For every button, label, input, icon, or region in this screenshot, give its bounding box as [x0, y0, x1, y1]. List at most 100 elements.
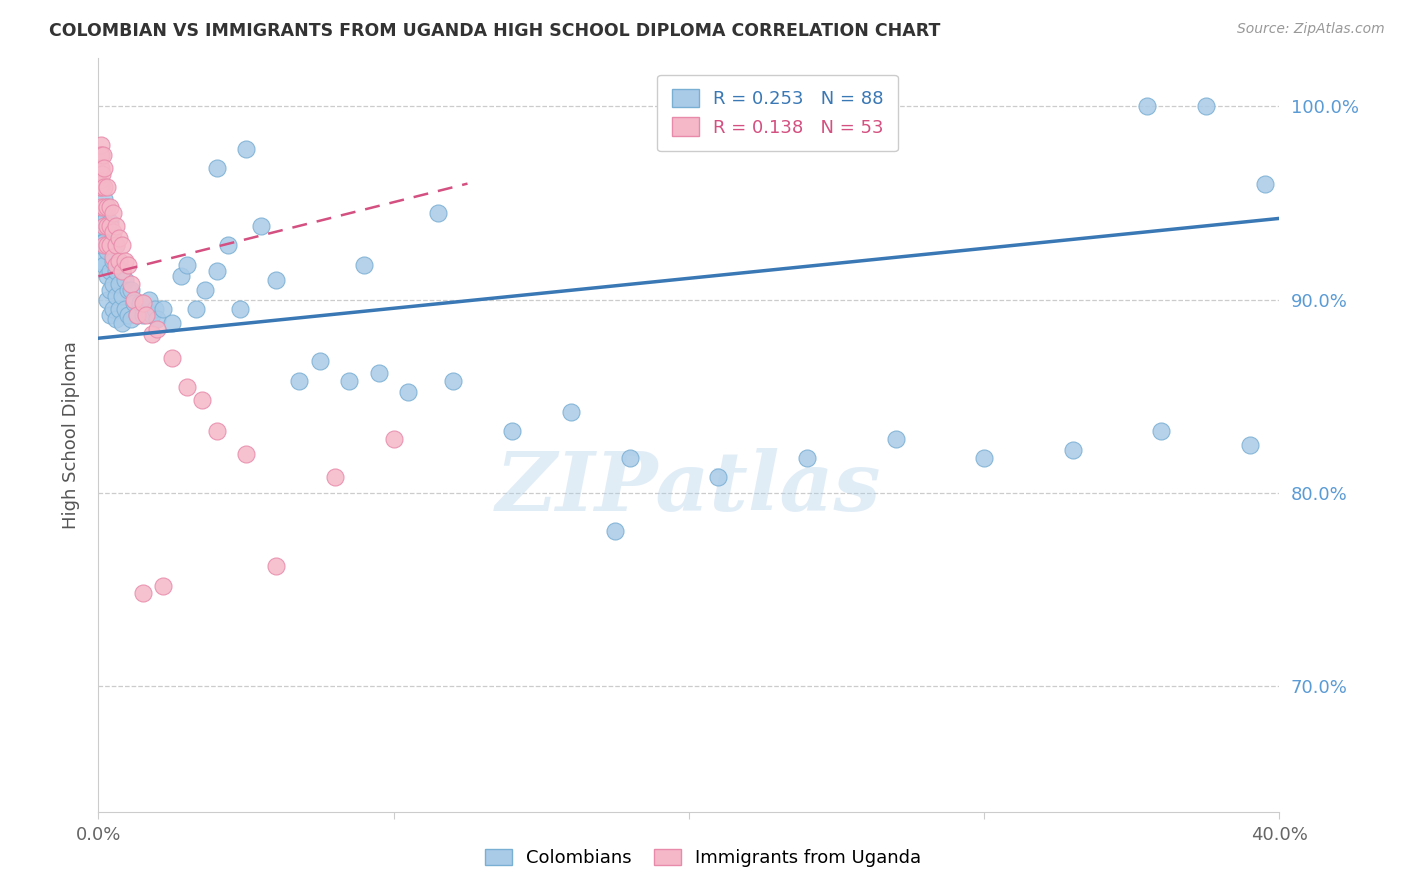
Legend: Colombians, Immigrants from Uganda: Colombians, Immigrants from Uganda — [478, 841, 928, 874]
Point — [108, 302, 131, 317]
Point — [96, 200, 118, 214]
Point — [108, 253, 131, 268]
Point — [205, 161, 228, 175]
Point — [103, 230, 125, 244]
Point — [98, 219, 121, 233]
Point — [89, 225, 111, 239]
Point — [229, 302, 252, 317]
Point — [264, 559, 287, 574]
Point — [91, 167, 114, 181]
Point — [89, 161, 111, 175]
Point — [141, 327, 163, 342]
Point — [98, 238, 121, 252]
Point — [1254, 177, 1277, 191]
Point — [90, 238, 112, 252]
Point — [796, 450, 818, 465]
Point — [93, 180, 115, 194]
Point — [339, 374, 361, 388]
Point — [114, 302, 136, 317]
Point — [619, 450, 641, 465]
Point — [707, 470, 730, 484]
Point — [98, 263, 121, 277]
Point — [120, 277, 142, 291]
Point — [111, 263, 134, 277]
Point — [103, 277, 125, 291]
Point — [122, 293, 145, 307]
Point — [111, 288, 134, 302]
Point — [96, 238, 118, 252]
Point — [132, 296, 155, 310]
Point — [93, 258, 115, 272]
Point — [93, 192, 115, 206]
Point — [184, 302, 207, 317]
Point — [117, 258, 139, 272]
Point — [96, 219, 118, 233]
Point — [93, 235, 115, 249]
Point — [122, 296, 145, 310]
Point — [114, 273, 136, 287]
Point — [141, 308, 163, 322]
Point — [90, 161, 112, 175]
Point — [120, 283, 142, 297]
Point — [441, 374, 464, 388]
Point — [368, 366, 391, 380]
Point — [205, 263, 228, 277]
Point — [98, 283, 121, 297]
Point — [205, 424, 228, 438]
Point — [125, 308, 148, 322]
Point — [146, 311, 169, 326]
Point — [117, 283, 139, 297]
Point — [105, 238, 128, 252]
Text: COLOMBIAN VS IMMIGRANTS FROM UGANDA HIGH SCHOOL DIPLOMA CORRELATION CHART: COLOMBIAN VS IMMIGRANTS FROM UGANDA HIGH… — [49, 22, 941, 40]
Point — [90, 253, 112, 268]
Point — [235, 447, 257, 461]
Point — [1062, 443, 1084, 458]
Point — [96, 269, 118, 284]
Point — [105, 219, 128, 233]
Point — [111, 238, 134, 252]
Point — [264, 273, 287, 287]
Point — [93, 200, 115, 214]
Point — [90, 137, 112, 152]
Point — [105, 311, 128, 326]
Point — [89, 147, 111, 161]
Point — [94, 211, 117, 226]
Point — [90, 200, 112, 214]
Point — [90, 177, 112, 191]
Point — [108, 230, 131, 244]
Point — [96, 293, 118, 307]
Point — [217, 238, 239, 252]
Point — [323, 470, 346, 484]
Point — [111, 316, 134, 330]
Point — [103, 250, 125, 264]
Point — [105, 263, 128, 277]
Point — [398, 385, 420, 400]
Point — [90, 147, 112, 161]
Point — [105, 238, 128, 252]
Point — [1136, 99, 1159, 113]
Point — [108, 253, 131, 268]
Point — [1195, 99, 1218, 113]
Point — [128, 296, 150, 310]
Legend: R = 0.253   N = 88, R = 0.138   N = 53: R = 0.253 N = 88, R = 0.138 N = 53 — [657, 75, 898, 151]
Point — [96, 200, 118, 214]
Point — [309, 354, 332, 368]
Point — [98, 238, 121, 252]
Point — [90, 180, 112, 194]
Point — [191, 392, 214, 407]
Point — [427, 205, 450, 219]
Point — [884, 432, 907, 446]
Point — [250, 219, 273, 233]
Point — [96, 219, 118, 233]
Point — [108, 277, 131, 291]
Point — [125, 308, 148, 322]
Point — [1239, 437, 1261, 451]
Point — [103, 225, 125, 239]
Point — [138, 293, 160, 307]
Point — [162, 351, 183, 365]
Point — [176, 258, 198, 272]
Point — [90, 211, 112, 226]
Point — [114, 253, 136, 268]
Point — [98, 215, 121, 229]
Point — [288, 374, 311, 388]
